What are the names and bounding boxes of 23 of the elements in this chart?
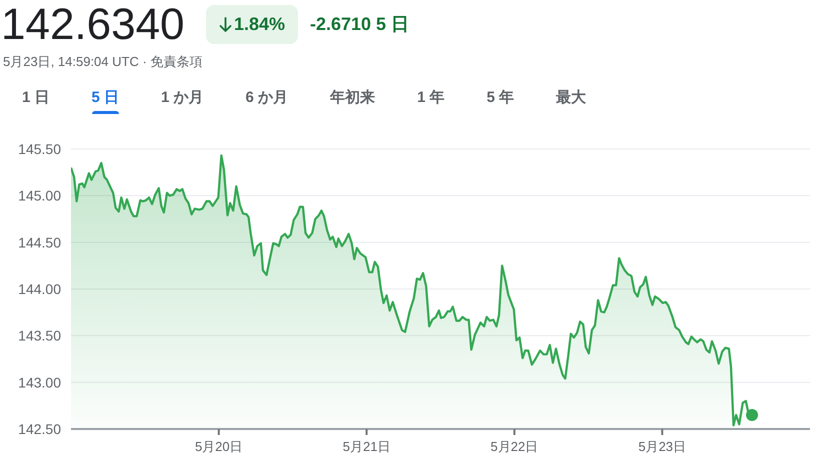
- text: 6 か月: [246, 89, 288, 106]
- y-tick-label: 145.00: [18, 188, 62, 204]
- y-tick-label: 142.50: [18, 420, 62, 437]
- text: 5 日: [92, 89, 120, 106]
- text: 1 日: [22, 89, 50, 106]
- x-tick-label: 5月22日: [490, 439, 538, 454]
- x-tick-label: 5月21日: [342, 439, 390, 454]
- text: 年初来: [330, 89, 376, 106]
- chart-title: 142.6340: [1, 0, 185, 49]
- text: -2.6710 5 日: [310, 14, 410, 34]
- text: 5 年: [486, 89, 514, 106]
- y-tick-label: 144.50: [18, 234, 62, 250]
- text: 最大: [556, 89, 586, 106]
- y-tick-label: 143.00: [18, 374, 62, 390]
- y-tick-label: 144.00: [18, 280, 62, 297]
- x-tick-label: 5月20日: [194, 439, 243, 454]
- y-tick-label: 145.50: [18, 140, 62, 157]
- text: 1 か月: [161, 89, 204, 106]
- text: 1 年: [417, 89, 445, 106]
- badge: 1.84%: [206, 5, 298, 44]
- x-tick-label: 5月23日: [638, 439, 686, 454]
- chart-subtitle: 5月23日, 14:59:04 UTC · 免責条項: [3, 54, 202, 69]
- y-tick-label: 143.50: [18, 328, 62, 344]
